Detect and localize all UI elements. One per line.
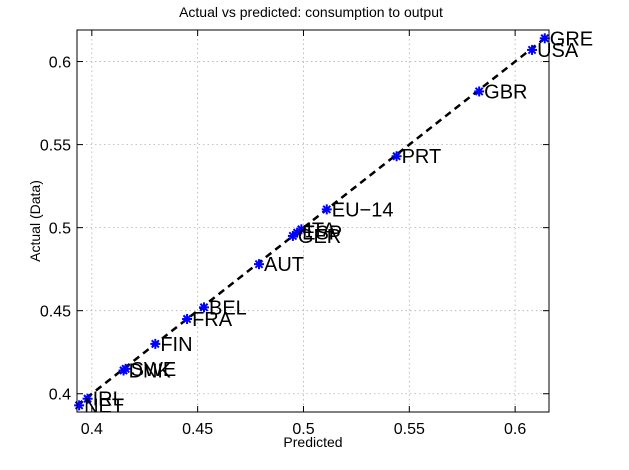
point-label: FRA [192,309,233,331]
point-label: PRT [402,146,442,168]
plot-frame [76,29,550,413]
data-point [391,151,402,162]
axis-ticks: 0.4 0.45 0.5 0.55 0.6 0.4 0.45 0.5 0.55 0.6 [40,30,549,438]
point-label: FIN [160,334,192,356]
point-label: ESP [302,223,342,245]
point-label: USA [537,40,579,62]
point-label: GER [298,226,341,248]
point-label: AUT [264,254,304,276]
point-label: BEL [209,297,247,319]
point-label: IRL [93,389,124,411]
y-tick-label: 0.4 [49,387,71,404]
y-axis-label: Actual (Data) [27,180,43,262]
y-tick-label: 0.5 [49,221,71,238]
data-point [321,204,332,215]
data-point [118,365,129,376]
point-label: DNK [129,360,172,382]
x-tick-label: 0.45 [182,421,213,438]
data-point [74,400,85,411]
data-point [539,33,550,44]
data-point [82,393,93,404]
data-point [287,230,298,241]
x-axis-label: Predicted [283,434,342,450]
point-label: NET [84,395,124,417]
y-tick-label: 0.6 [49,55,71,72]
y-tick-label: 0.45 [40,304,71,321]
point-label: ITA [306,219,336,241]
x-tick-label: 0.4 [81,421,103,438]
y-tick-label: 0.55 [40,138,71,155]
point-label: GRE [550,28,593,50]
grid [77,30,549,412]
chart-title: Actual vs predicted: consumption to outp… [179,4,443,20]
data-point [474,86,485,97]
data-points [74,33,550,411]
x-tick-label: 0.5 [292,421,314,438]
data-point [182,313,193,324]
point-label: GBR [484,81,527,103]
x-tick-label: 0.55 [394,421,425,438]
data-point [527,44,538,55]
data-point [198,302,209,313]
data-point [150,338,161,349]
point-label: EU−14 [332,199,394,221]
point-label: SWE [131,359,177,381]
data-point [254,259,265,270]
x-tick-label: 0.6 [504,421,526,438]
